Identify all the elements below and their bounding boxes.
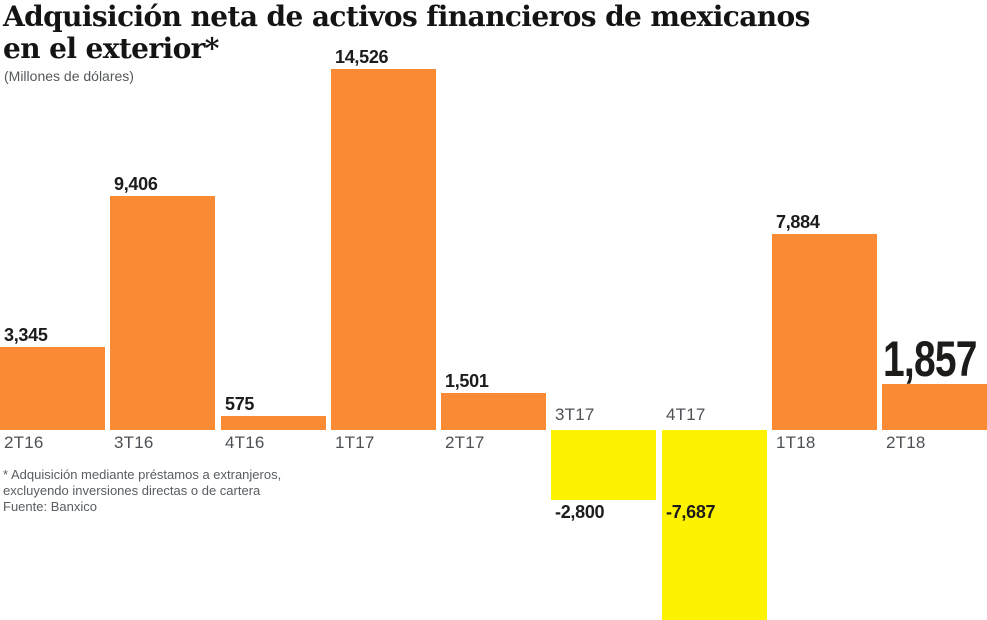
chart-units-subtitle: (Millones de dólares) [4, 68, 134, 84]
bar-4T16 [221, 416, 326, 430]
chart-title: Adquisición neta de activos financieros … [3, 1, 810, 65]
x-label-2T16: 2T16 [4, 433, 44, 452]
bar-3T16 [110, 196, 215, 430]
chart-title-line1: Adquisición neta de activos financieros … [3, 0, 810, 33]
x-label-4T17: 4T17 [666, 405, 706, 424]
chart-footnote: * Adquisición mediante préstamos a extra… [3, 467, 281, 515]
footnote-line1: * Adquisición mediante préstamos a extra… [3, 467, 282, 482]
bar-3T17 [551, 430, 656, 500]
x-label-2T18: 2T18 [886, 433, 926, 452]
x-label-3T16: 3T16 [114, 433, 154, 452]
bar-2T17 [441, 393, 546, 430]
chart-title-line2: en el exterior* [3, 32, 219, 65]
x-label-1T18: 1T18 [776, 433, 816, 452]
bar-1T17 [331, 69, 436, 430]
footnote-source: Fuente: Banxico [3, 499, 97, 514]
x-label-1T17: 1T17 [335, 433, 375, 452]
value-label-3T17: -2,800 [555, 502, 605, 522]
footnote-line2: excluyendo inversiones directas o de car… [3, 483, 261, 498]
value-label-3T16: 9,406 [114, 174, 158, 194]
value-label-2T17: 1,501 [445, 371, 489, 391]
x-label-4T16: 4T16 [225, 433, 265, 452]
bar-4T17 [662, 430, 767, 620]
value-label-2T16: 3,345 [4, 325, 48, 345]
value-label-2T18: 1,857 [883, 331, 977, 387]
x-label-3T17: 3T17 [555, 405, 595, 424]
bar-1T18 [772, 234, 877, 430]
bar-2T16 [0, 347, 105, 430]
value-label-1T17: 14,526 [335, 47, 389, 67]
value-label-4T17: -7,687 [666, 502, 716, 522]
value-label-1T18: 7,884 [776, 212, 820, 232]
x-label-2T17: 2T17 [445, 433, 485, 452]
bar-2T18 [882, 384, 987, 430]
value-label-4T16: 575 [225, 394, 255, 414]
